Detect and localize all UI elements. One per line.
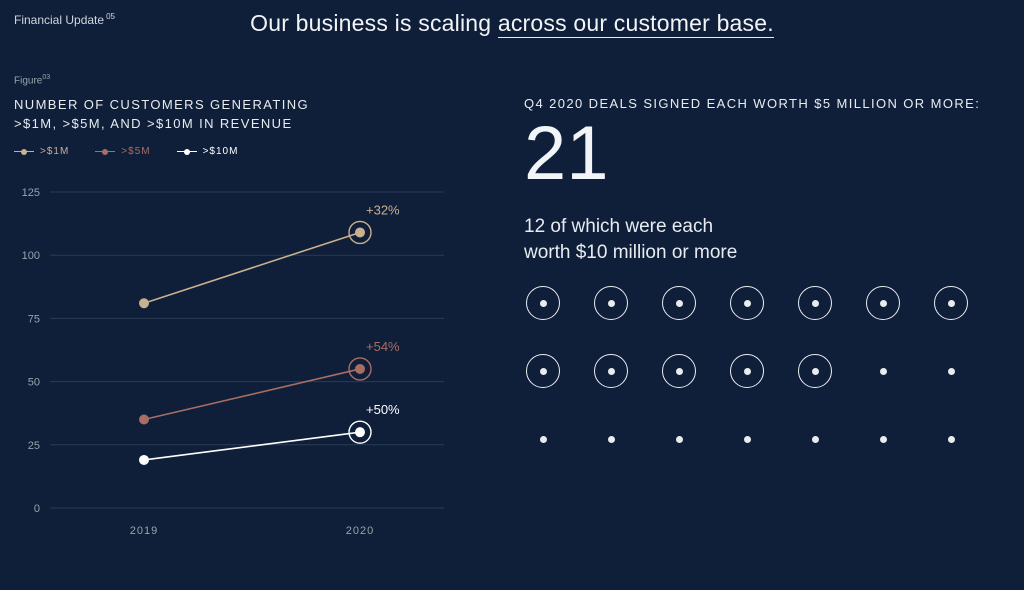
chart-legend: >$1M >$5M >$10M	[14, 146, 238, 157]
deal-dot	[796, 420, 834, 458]
svg-text:+54%: +54%	[366, 339, 400, 354]
deal-dot	[932, 352, 970, 390]
deal-dot	[524, 352, 562, 390]
figure-label-text: Figure	[14, 75, 42, 86]
deal-dot	[660, 352, 698, 390]
deal-dot	[728, 420, 766, 458]
deal-ring-icon	[526, 286, 560, 320]
chart-title-line1: NUMBER OF CUSTOMERS GENERATING	[14, 97, 309, 112]
deal-dot	[592, 284, 630, 322]
deals-dot-grid	[524, 284, 1000, 488]
deal-dot	[592, 352, 630, 390]
deals-big-number: 21	[524, 116, 609, 192]
svg-text:50: 50	[28, 377, 40, 389]
svg-text:125: 125	[22, 187, 40, 199]
deal-dot	[864, 420, 902, 458]
deal-ring-icon	[866, 286, 900, 320]
deals-subline-1: 12 of which were each	[524, 216, 713, 237]
legend-item: >$10M	[177, 146, 239, 157]
svg-text:+32%: +32%	[366, 202, 400, 217]
deal-dot	[796, 352, 834, 390]
legend-swatch	[177, 151, 197, 152]
deal-ring-icon	[798, 354, 832, 388]
deals-subline-2: worth $10 million or more	[524, 242, 737, 263]
chart-title: NUMBER OF CUSTOMERS GENERATING >$1M, >$5…	[14, 96, 309, 134]
deal-ring-icon	[730, 354, 764, 388]
legend-item: >$5M	[95, 146, 150, 157]
svg-text:2019: 2019	[130, 525, 158, 537]
figure-label: Figure03	[14, 74, 50, 86]
page-title: Our business is scaling across our custo…	[0, 10, 1024, 37]
svg-text:75: 75	[28, 313, 40, 325]
deals-title: Q4 2020 DEALS SIGNED EACH WORTH $5 MILLI…	[524, 96, 980, 111]
legend-label: >$1M	[40, 146, 69, 157]
dot-row	[524, 352, 1000, 390]
deal-dot	[660, 284, 698, 322]
dot-row	[524, 420, 1000, 458]
svg-text:0: 0	[34, 503, 40, 515]
deal-dot	[524, 284, 562, 322]
chart-title-line2: >$1M, >$5M, AND >$10M IN REVENUE	[14, 116, 293, 131]
deal-dot	[932, 420, 970, 458]
line-chart: 0 25 50 75 100 125 2019 2020 +32% +54% +50%	[14, 178, 462, 558]
deal-dot	[660, 420, 698, 458]
figure-label-super: 03	[42, 74, 50, 81]
legend-swatch	[95, 151, 115, 152]
deal-dot	[728, 284, 766, 322]
svg-text:+50%: +50%	[366, 402, 400, 417]
deal-ring-icon	[934, 286, 968, 320]
legend-label: >$5M	[121, 146, 150, 157]
deal-ring-icon	[798, 286, 832, 320]
deal-ring-icon	[730, 286, 764, 320]
deal-ring-icon	[594, 286, 628, 320]
legend-swatch	[14, 151, 34, 152]
deal-dot	[796, 284, 834, 322]
legend-item: >$1M	[14, 146, 69, 157]
deal-ring-icon	[526, 354, 560, 388]
svg-text:25: 25	[28, 440, 40, 452]
legend-label: >$10M	[203, 146, 239, 157]
dot-row	[524, 284, 1000, 322]
deal-dot	[932, 284, 970, 322]
deal-ring-icon	[594, 354, 628, 388]
deals-subline: 12 of which were each worth $10 million …	[524, 214, 737, 265]
page-title-underlined: across our customer base.	[498, 10, 774, 38]
deal-ring-icon	[662, 354, 696, 388]
page-title-prefix: Our business is scaling	[250, 10, 498, 36]
svg-text:2020: 2020	[346, 525, 374, 537]
deal-dot	[864, 284, 902, 322]
deal-dot	[728, 352, 766, 390]
deal-dot	[864, 352, 902, 390]
deal-dot	[592, 420, 630, 458]
deal-dot	[524, 420, 562, 458]
svg-text:100: 100	[22, 250, 40, 262]
deal-ring-icon	[662, 286, 696, 320]
